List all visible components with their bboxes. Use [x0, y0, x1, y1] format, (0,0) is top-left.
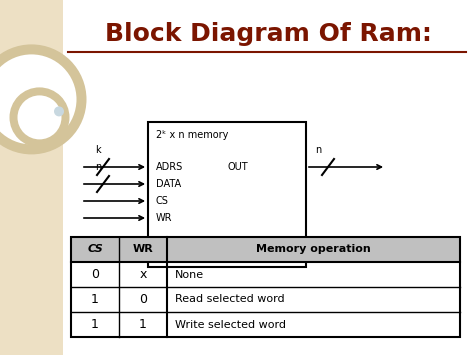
- Circle shape: [0, 54, 76, 144]
- Text: n: n: [315, 145, 321, 155]
- Text: CS: CS: [156, 196, 169, 206]
- Text: Memory operation: Memory operation: [256, 245, 371, 255]
- Circle shape: [9, 87, 70, 147]
- Circle shape: [18, 95, 62, 140]
- Text: OUT: OUT: [228, 162, 249, 172]
- Text: WR: WR: [156, 213, 173, 223]
- Text: 0: 0: [139, 293, 147, 306]
- Text: CS: CS: [87, 245, 103, 255]
- Bar: [71, 237, 460, 262]
- Text: 0: 0: [91, 268, 99, 281]
- Bar: [71, 237, 460, 337]
- Text: Block Diagram Of Ram:: Block Diagram Of Ram:: [105, 22, 432, 46]
- Circle shape: [0, 44, 86, 154]
- Text: k: k: [95, 145, 101, 155]
- Text: x: x: [139, 268, 146, 281]
- Text: DATA: DATA: [156, 179, 181, 189]
- Text: ADRS: ADRS: [156, 162, 183, 172]
- Bar: [0, 0, 63, 355]
- Text: 2ᵏ x n memory: 2ᵏ x n memory: [156, 130, 228, 140]
- Bar: [148, 122, 306, 267]
- Text: 1: 1: [91, 318, 99, 331]
- Text: 1: 1: [91, 293, 99, 306]
- Text: None: None: [175, 269, 204, 279]
- Text: 1: 1: [139, 318, 147, 331]
- Text: WR: WR: [133, 245, 154, 255]
- Text: n: n: [95, 162, 101, 172]
- Circle shape: [54, 106, 64, 116]
- Text: Write selected word: Write selected word: [175, 320, 286, 329]
- Text: Read selected word: Read selected word: [175, 295, 284, 305]
